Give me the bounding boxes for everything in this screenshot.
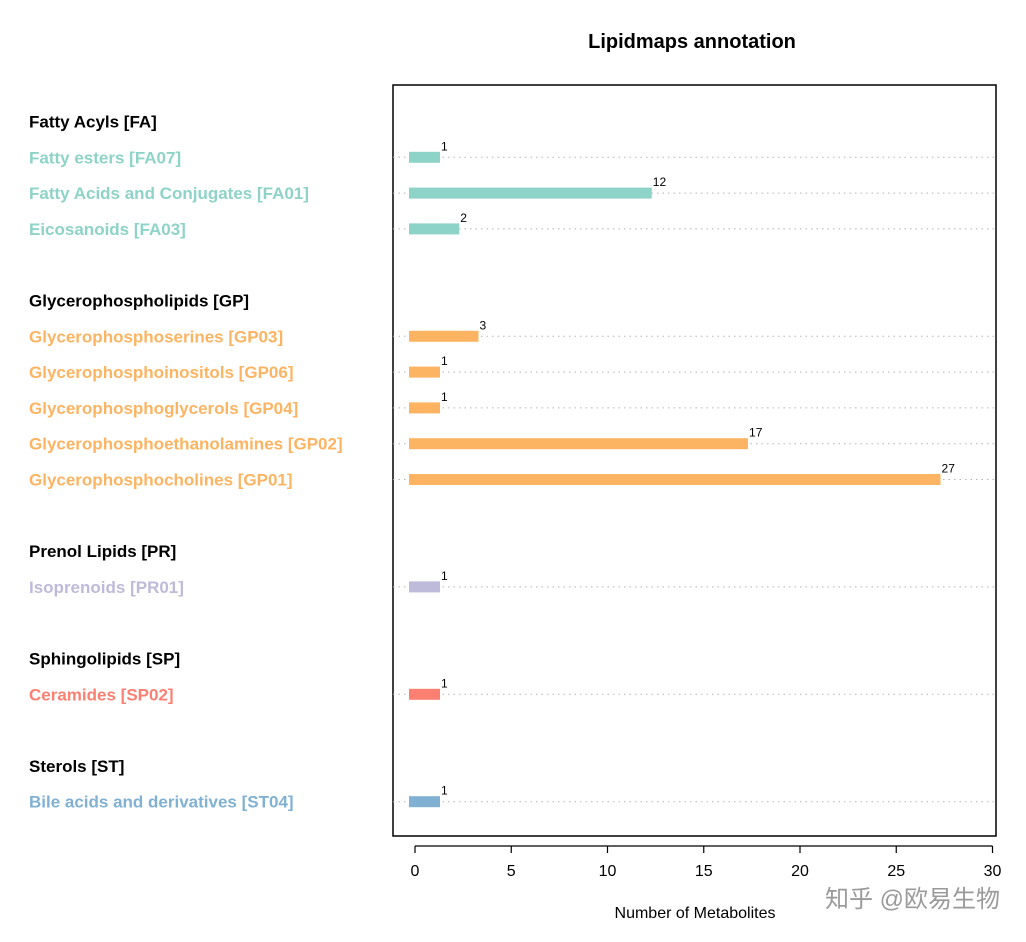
- bar: [409, 330, 479, 342]
- data-label: 1: [441, 354, 448, 368]
- data-label: 1: [441, 569, 448, 583]
- category-label: Ceramides [SP02]: [29, 685, 174, 704]
- x-tick-label: 15: [695, 863, 713, 880]
- plot-frame: [392, 84, 997, 837]
- watermark-text: 知乎 @欧易生物: [825, 886, 1000, 913]
- data-label: 3: [480, 318, 487, 332]
- bar: [409, 187, 652, 199]
- category-label: Eicosanoids [FA03]: [29, 220, 186, 239]
- bar: [409, 366, 441, 378]
- x-axis-label: Number of Metabolites: [615, 905, 776, 922]
- category-labels: Fatty Acyls [FA] Fatty esters [FA07] Fatty…: [29, 113, 343, 812]
- bar: [409, 151, 441, 163]
- category-label: Glycerophosphocholines [GP01]: [29, 471, 293, 490]
- data-label: 1: [441, 676, 448, 690]
- group-header: Sphingolipids [SP]: [29, 650, 180, 669]
- x-tick-label: 30: [984, 863, 1002, 880]
- group-header: Sterols [ST]: [29, 757, 124, 776]
- bar: [409, 438, 749, 450]
- bar: [409, 581, 441, 593]
- data-label: 2: [460, 211, 467, 225]
- data-label: 12: [653, 175, 667, 189]
- x-tick-label: 10: [599, 863, 617, 880]
- data-label: 1: [441, 390, 448, 404]
- data-label: 27: [942, 462, 956, 476]
- category-label: Isoprenoids [PR01]: [29, 578, 184, 597]
- x-tick-label: 25: [887, 863, 905, 880]
- x-axis: 0 5 10 15 20 25 30: [411, 845, 1002, 880]
- category-label: Glycerophosphoethanolamines [GP02]: [29, 435, 343, 454]
- bar: [409, 474, 941, 485]
- x-tick-label: 0: [411, 863, 420, 880]
- chart-title: Lipidmaps annotation: [588, 31, 796, 53]
- bar: [409, 796, 441, 808]
- data-label: 17: [749, 426, 763, 440]
- data-label: 1: [441, 784, 448, 798]
- group-header: Glycerophospholipids [GP]: [29, 292, 249, 311]
- category-label: Glycerophosphoserines [GP03]: [29, 327, 283, 346]
- group-header: Prenol Lipids [PR]: [29, 542, 176, 561]
- category-label: Bile acids and derivatives [ST04]: [29, 793, 294, 812]
- bar: [409, 688, 441, 700]
- bar: [409, 223, 460, 235]
- x-tick-label: 5: [507, 863, 516, 880]
- category-label: Fatty esters [FA07]: [29, 148, 181, 167]
- category-label: Fatty Acids and Conjugates [FA01]: [29, 184, 309, 203]
- data-label: 1: [441, 139, 448, 153]
- category-label: Glycerophosphoglycerols [GP04]: [29, 399, 298, 418]
- bar: [409, 402, 441, 414]
- x-tick-label: 20: [791, 863, 809, 880]
- group-header: Fatty Acyls [FA]: [29, 113, 157, 132]
- category-label: Glycerophosphoinositols [GP06]: [29, 363, 293, 382]
